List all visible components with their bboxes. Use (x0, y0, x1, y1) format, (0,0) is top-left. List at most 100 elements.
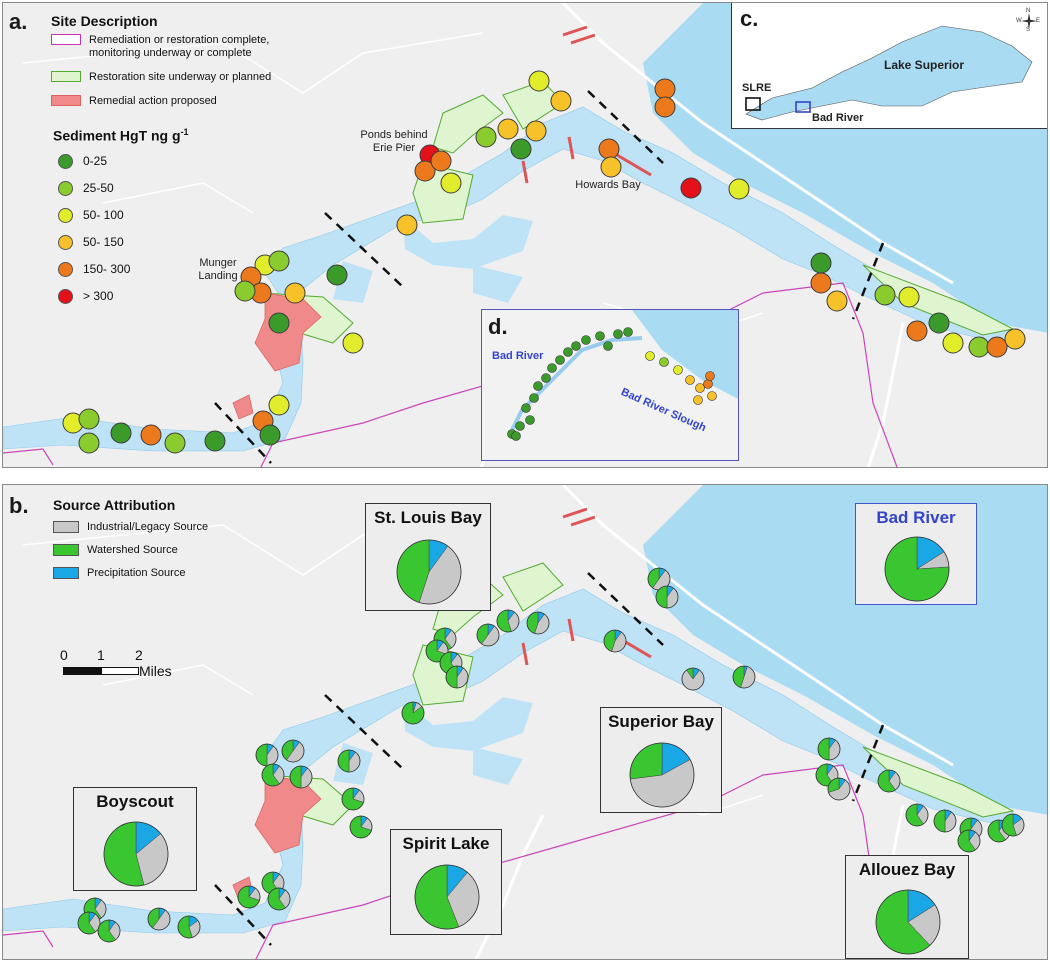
restoration-swatch (51, 71, 81, 82)
inset-d-sample-point (703, 379, 713, 389)
legend-remedial-label: Remedial action proposed (89, 95, 217, 107)
sediment-sample-point (110, 422, 132, 444)
inset-d-sample-point (705, 371, 715, 381)
legend-restoration-label: Restoration site underway or planned (89, 71, 272, 83)
sediment-sample-point (430, 150, 452, 172)
spirit-lake-water (403, 697, 533, 751)
panel-b-label: b. (9, 493, 29, 518)
pie-glyph (414, 864, 480, 930)
pie-outline (281, 739, 305, 763)
pie-glyph (476, 623, 500, 647)
sediment-sample-point (598, 138, 620, 160)
legend-industrial-label: Industrial/Legacy Source (87, 521, 209, 533)
inset-d-sample-point (595, 331, 605, 341)
pie-outline (77, 911, 101, 935)
pie-glyph (103, 821, 169, 887)
sediment-sample-point (942, 332, 964, 354)
pie-outline (1001, 813, 1025, 837)
pie-bad-river (884, 536, 950, 602)
site-title-boyscout: Boyscout (96, 792, 174, 811)
scale-tick-2: 2 (135, 647, 143, 663)
sediment-sample-point (810, 252, 832, 274)
sediment-class-row: 150- 300 (58, 262, 130, 277)
sediment-sample-point (234, 280, 256, 302)
inset-d-sample-point (685, 375, 695, 385)
pie-glyph (817, 737, 841, 761)
sediment-sample-point (326, 264, 348, 286)
sediment-sample-point (497, 118, 519, 140)
sediment-sample-point (268, 250, 290, 272)
sediment-sample-points (62, 70, 1026, 454)
pie-outline (341, 787, 365, 811)
sediment-sample-point (475, 126, 497, 148)
pie-glyph (655, 585, 679, 609)
legend-watershed: Watershed Source (53, 544, 178, 557)
pie-outline (445, 665, 469, 689)
legend-watershed-label: Watershed Source (87, 544, 178, 556)
pie-glyph (401, 701, 425, 725)
site-title-st-louis-bay: St. Louis Bay (374, 508, 482, 527)
sediment-sample-point (906, 320, 928, 342)
bad-river-marker (795, 101, 811, 113)
pie-glyph (396, 539, 462, 605)
sediment-class-row: 50- 100 (58, 208, 124, 223)
pie-outline (875, 889, 941, 955)
precipitation-swatch (53, 567, 79, 579)
site-title-allouez-bay: Allouez Bay (858, 860, 956, 879)
sediment-title-sup: -1 (180, 127, 189, 137)
pie-glyph (875, 889, 941, 955)
inset-d-sample-point (581, 335, 591, 345)
sediment-sample-point (680, 177, 702, 199)
bad-river-detail-map (482, 310, 738, 460)
site-box-spirit-lake: Spirit Lake (390, 829, 502, 935)
remedial-areas (232, 292, 322, 420)
pie-outline (267, 887, 291, 911)
site-description-title: Site Description (51, 13, 158, 29)
compass-e: E (1036, 18, 1041, 24)
pie-glyph (884, 536, 950, 602)
site-box-allouez-bay: Allouez Bay (845, 855, 969, 959)
pie-outline (732, 665, 756, 689)
legend-remediation: Remediation or restoration complete, mon… (51, 34, 291, 60)
source-attribution-title: Source Attribution (53, 497, 176, 513)
sediment-sample-point (968, 336, 990, 358)
pie-outline (629, 742, 695, 808)
section-dividers (214, 90, 885, 464)
sediment-class-label: 0-25 (83, 154, 108, 168)
inset-d-sample-point (529, 393, 539, 403)
sediment-class-label: 50- 100 (83, 208, 124, 222)
pie-outline (957, 829, 981, 853)
site-title-bad-river: Bad River (876, 508, 956, 527)
river-bays (333, 261, 523, 303)
spirit-lake-water (403, 215, 533, 269)
compass-w: W (1016, 18, 1022, 24)
pie-glyph (349, 815, 373, 839)
sediment-sample-point (600, 156, 622, 178)
lake-superior-shape (745, 25, 1033, 121)
inset-d-sample-point (673, 365, 683, 375)
inset-d-sample-point (563, 347, 573, 357)
pie-outline (349, 815, 373, 839)
pie-glyph (97, 919, 121, 943)
compass-n: N (1026, 8, 1031, 14)
scale-tick-0: 0 (60, 647, 68, 663)
sediment-sample-point (78, 432, 100, 454)
pie-outline (815, 763, 839, 787)
inset-d-sample-point (623, 327, 633, 337)
inset-d-sample-point (547, 363, 557, 373)
industrial-features (521, 25, 652, 184)
section-dividers (214, 572, 885, 946)
inset-d-sample-point (693, 395, 703, 405)
inset-d-sample-point (533, 381, 543, 391)
pie-glyph (905, 803, 929, 827)
compass-icon: N S E W (1016, 8, 1042, 34)
pie-superior-bay (629, 742, 695, 808)
sediment-sample-point (654, 96, 676, 118)
compass-s: S (1026, 27, 1031, 33)
pie-glyph (957, 829, 981, 853)
river-bays (333, 743, 523, 785)
scale-segment-light (101, 667, 139, 675)
pie-glyph (77, 911, 101, 935)
pie-outline (476, 623, 500, 647)
scale-bar: 0 1 2 Miles (60, 645, 203, 685)
